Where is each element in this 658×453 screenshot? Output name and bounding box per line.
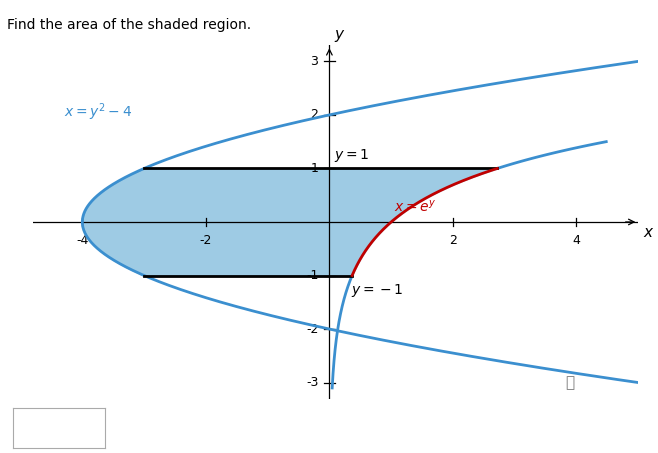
Text: x: x [644,225,652,240]
Text: 3: 3 [311,55,318,68]
Text: 2: 2 [311,108,318,121]
Text: 1: 1 [311,162,318,175]
Text: 2: 2 [449,234,457,247]
Text: -1: -1 [306,269,318,282]
Text: -3: -3 [306,376,318,389]
Text: y: y [334,27,343,42]
Text: -2: -2 [306,323,318,336]
Text: ⓘ: ⓘ [566,375,575,390]
Text: $y = -1$: $y = -1$ [351,282,403,299]
Text: $x = e^y$: $x = e^y$ [394,199,437,215]
Text: $x = y^2 - 4$: $x = y^2 - 4$ [64,101,132,123]
Text: -2: -2 [199,234,212,247]
Text: 4: 4 [572,234,580,247]
Text: $y = 1$: $y = 1$ [334,147,370,164]
Text: Find the area of the shaded region.: Find the area of the shaded region. [7,18,251,32]
Text: -4: -4 [76,234,89,247]
